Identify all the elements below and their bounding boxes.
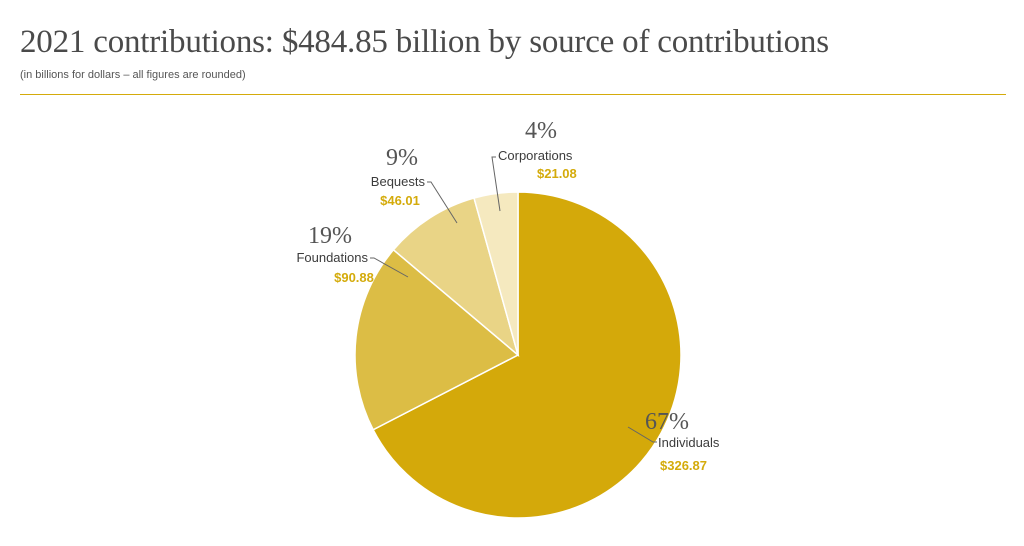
- value-label-foundations: $90.88: [334, 270, 374, 285]
- percent-label-individuals: 67%: [645, 409, 689, 435]
- category-label-corporations: Corporations: [498, 148, 573, 163]
- value-label-corporations: $21.08: [537, 166, 577, 181]
- category-label-individuals: Individuals: [658, 435, 720, 450]
- pie-slice-foundations: [354, 248, 520, 431]
- title-divider: [20, 94, 1006, 95]
- slice-labels: 67%Individuals $326.87 19%Foundations $90.8…: [296, 118, 719, 473]
- percent-label-foundations: 19%: [308, 223, 352, 249]
- percent-label-bequests: 9%: [386, 145, 418, 171]
- chart-subtitle: (in billions for dollars – all figures a…: [20, 69, 246, 81]
- leader-lines: [370, 156, 657, 443]
- category-label-bequests: Bequests: [371, 174, 426, 189]
- percent-label-corporations: 4%: [525, 118, 557, 144]
- value-label-individuals: $326.87: [660, 458, 707, 473]
- category-label-foundations: Foundations: [296, 250, 368, 265]
- pie-slice-individuals: [372, 191, 682, 519]
- value-label-bequests: $46.01: [380, 193, 420, 208]
- pie-slice-corporations: [473, 191, 519, 356]
- pie-slices: [354, 191, 682, 519]
- chart-title: 2021 contributions: $484.85 billion by s…: [20, 24, 829, 60]
- leader-line-corporations: [491, 156, 501, 212]
- pie-slice-bequests: [392, 197, 520, 358]
- leader-line-foundations: [370, 257, 409, 278]
- leader-line-individuals: [627, 426, 657, 443]
- leader-line-bequests: [427, 181, 458, 224]
